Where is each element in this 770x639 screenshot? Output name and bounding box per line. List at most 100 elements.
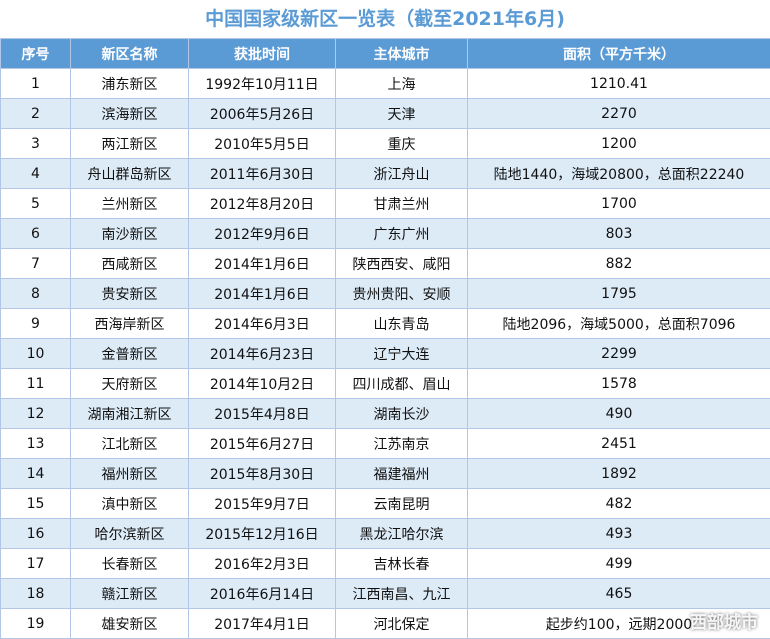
table-cell: 福建福州 xyxy=(335,458,468,489)
table-cell: 2010年5月5日 xyxy=(188,128,336,159)
table-cell: 2006年5月26日 xyxy=(188,98,336,129)
table-cell: 江西南昌、九江 xyxy=(335,578,468,609)
table-row: 16 哈尔滨新区 2015年12月16日 黑龙江哈尔滨 493 xyxy=(0,518,770,549)
table-cell: 2014年6月23日 xyxy=(188,338,336,369)
table-cell: 482 xyxy=(467,488,770,519)
table-cell: 2 xyxy=(0,98,71,129)
table-cell: 福州新区 xyxy=(70,458,189,489)
table-cell: 17 xyxy=(0,548,71,579)
table-cell: 湖南长沙 xyxy=(335,398,468,429)
table-cell: 11 xyxy=(0,368,71,399)
table-row: 2 滨海新区 2006年5月26日 天津 2270 xyxy=(0,98,770,129)
table-cell: 2014年1月6日 xyxy=(188,278,336,309)
table-cell: 甘肃兰州 xyxy=(335,188,468,219)
table-cell: 2016年6月14日 xyxy=(188,578,336,609)
table-cell: 2015年6月27日 xyxy=(188,428,336,459)
column-header: 获批时间 xyxy=(188,38,336,69)
column-header: 序号 xyxy=(0,38,71,69)
table-row: 15 滇中新区 2015年9月7日 云南昆明 482 xyxy=(0,488,770,519)
table-cell: 云南昆明 xyxy=(335,488,468,519)
table-row: 10 金普新区 2014年6月23日 辽宁大连 2299 xyxy=(0,338,770,369)
table-cell: 3 xyxy=(0,128,71,159)
table-cell: 15 xyxy=(0,488,71,519)
table-cell: 黑龙江哈尔滨 xyxy=(335,518,468,549)
table-row: 19 雄安新区 2017年4月1日 河北保定 起步约100，远期2000 xyxy=(0,608,770,639)
table-cell: 2014年6月3日 xyxy=(188,308,336,339)
table-cell: 465 xyxy=(467,578,770,609)
table-row: 14 福州新区 2015年8月30日 福建福州 1892 xyxy=(0,458,770,489)
header-row: 序号 新区名称 获批时间 主体城市 面积（平方千米） xyxy=(0,38,770,69)
table-cell: 起步约100，远期2000 xyxy=(467,608,770,639)
table-row: 6 南沙新区 2012年9月6日 广东广州 803 xyxy=(0,218,770,249)
table-cell: 12 xyxy=(0,398,71,429)
table-row: 11 天府新区 2014年10月2日 四川成都、眉山 1578 xyxy=(0,368,770,399)
table-cell: 南沙新区 xyxy=(70,218,189,249)
table-cell: 吉林长春 xyxy=(335,548,468,579)
table-cell: 金普新区 xyxy=(70,338,189,369)
table-cell: 16 xyxy=(0,518,71,549)
table-cell: 2270 xyxy=(467,98,770,129)
table-cell: 9 xyxy=(0,308,71,339)
table-cell: 1200 xyxy=(467,128,770,159)
table-cell: 陆地1440，海域20800，总面积22240 xyxy=(467,158,770,189)
table-cell: 浦东新区 xyxy=(70,68,189,99)
table-cell: 辽宁大连 xyxy=(335,338,468,369)
table-cell: 2014年1月6日 xyxy=(188,248,336,279)
table-row: 18 赣江新区 2016年6月14日 江西南昌、九江 465 xyxy=(0,578,770,609)
table-cell: 赣江新区 xyxy=(70,578,189,609)
table-cell: 2015年8月30日 xyxy=(188,458,336,489)
table-cell: 2017年4月1日 xyxy=(188,608,336,639)
table-body: 1 浦东新区 1992年10月11日 上海 1210.41 2 滨海新区 2006年5月26日… xyxy=(0,68,770,639)
table-cell: 舟山群岛新区 xyxy=(70,158,189,189)
table-cell: 493 xyxy=(467,518,770,549)
table-cell: 滨海新区 xyxy=(70,98,189,129)
table-cell: 490 xyxy=(467,398,770,429)
table-cell: 2014年10月2日 xyxy=(188,368,336,399)
table-cell: 陆地2096，海域5000，总面积7096 xyxy=(467,308,770,339)
table-row: 17 长春新区 2016年2月3日 吉林长春 499 xyxy=(0,548,770,579)
table-cell: 19 xyxy=(0,608,71,639)
table-cell: 重庆 xyxy=(335,128,468,159)
table-cell: 2015年12月16日 xyxy=(188,518,336,549)
table-cell: 2015年9月7日 xyxy=(188,488,336,519)
table-cell: 1795 xyxy=(467,278,770,309)
table-cell: 贵州贵阳、安顺 xyxy=(335,278,468,309)
title: 中国国家级新区一览表（截至2021年6月) xyxy=(205,8,565,30)
table-row: 3 两江新区 2010年5月5日 重庆 1200 xyxy=(0,128,770,159)
table-row: 4 舟山群岛新区 2011年6月30日 浙江舟山 陆地1440，海域20800，总面积2… xyxy=(0,158,770,189)
column-header: 新区名称 xyxy=(70,38,189,69)
table-cell: 2012年8月20日 xyxy=(188,188,336,219)
table-cell: 兰州新区 xyxy=(70,188,189,219)
column-header: 面积（平方千米） xyxy=(467,38,770,69)
table-row: 7 西咸新区 2014年1月6日 陕西西安、咸阳 882 xyxy=(0,248,770,279)
table-cell: 6 xyxy=(0,218,71,249)
table-cell: 陕西西安、咸阳 xyxy=(335,248,468,279)
watermark: 西部城市 xyxy=(690,613,758,633)
table-cell: 1992年10月11日 xyxy=(188,68,336,99)
table-cell: 浙江舟山 xyxy=(335,158,468,189)
table-cell: 1578 xyxy=(467,368,770,399)
table-cell: 882 xyxy=(467,248,770,279)
table-cell: 广东广州 xyxy=(335,218,468,249)
table-cell: 西咸新区 xyxy=(70,248,189,279)
table-cell: 山东青岛 xyxy=(335,308,468,339)
table-cell: 2015年4月8日 xyxy=(188,398,336,429)
table-cell: 2016年2月3日 xyxy=(188,548,336,579)
table-cell: 5 xyxy=(0,188,71,219)
table-cell: 1210.41 xyxy=(467,68,770,99)
table-cell: 四川成都、眉山 xyxy=(335,368,468,399)
table-row: 5 兰州新区 2012年8月20日 甘肃兰州 1700 xyxy=(0,188,770,219)
table-row: 8 贵安新区 2014年1月6日 贵州贵阳、安顺 1795 xyxy=(0,278,770,309)
table-cell: 贵安新区 xyxy=(70,278,189,309)
table-cell: 8 xyxy=(0,278,71,309)
table-cell: 1700 xyxy=(467,188,770,219)
table-row: 13 江北新区 2015年6月27日 江苏南京 2451 xyxy=(0,428,770,459)
table-cell: 湖南湘江新区 xyxy=(70,398,189,429)
table-cell: 4 xyxy=(0,158,71,189)
table-row: 1 浦东新区 1992年10月11日 上海 1210.41 xyxy=(0,68,770,99)
table-cell: 10 xyxy=(0,338,71,369)
table-cell: 1 xyxy=(0,68,71,99)
table-cell: 13 xyxy=(0,428,71,459)
table-cell: 2012年9月6日 xyxy=(188,218,336,249)
